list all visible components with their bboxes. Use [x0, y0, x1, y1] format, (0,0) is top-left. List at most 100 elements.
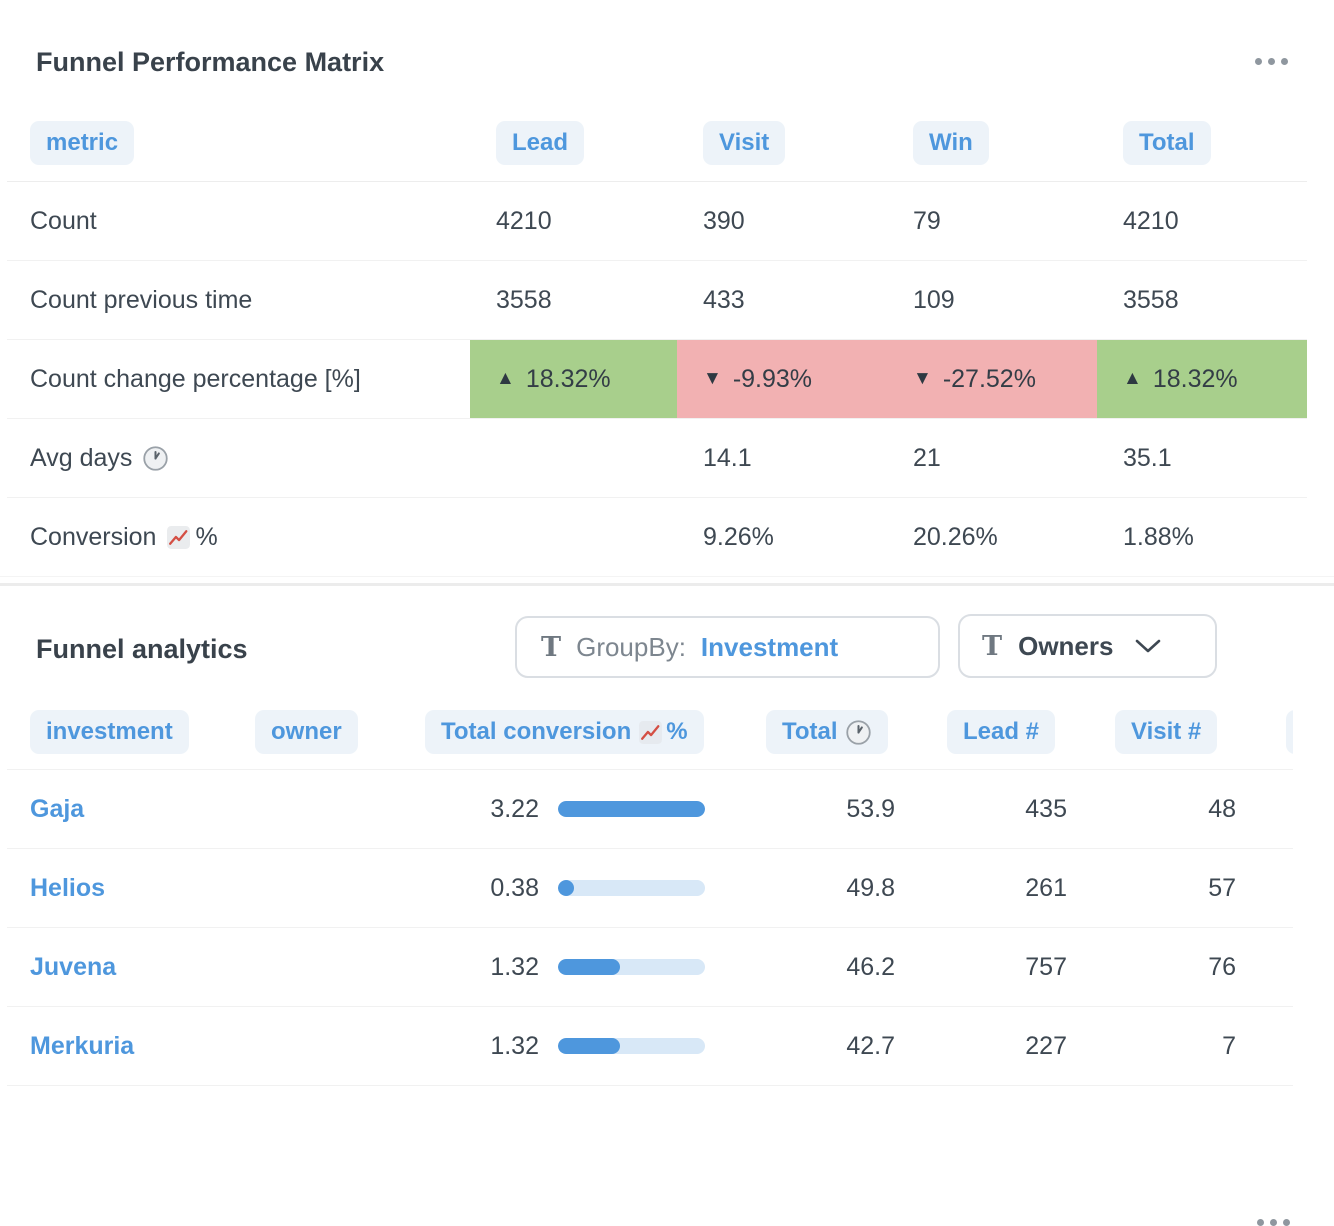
groupby-value[interactable]: Investment	[700, 631, 839, 662]
row-label-count: Count	[30, 206, 97, 235]
conversion-value: 1.32	[490, 1031, 539, 1060]
owners-dropdown[interactable]: T Owners	[958, 614, 1217, 678]
triangle-down-icon: ▼	[913, 368, 932, 389]
triangle-up-icon: ▲	[496, 368, 515, 389]
table-row: Gaja 3.22 53.9 435 48	[7, 770, 1293, 849]
column-header-clipped[interactable]	[1286, 710, 1293, 754]
table-row: Juvena 1.32 46.2 757 76	[7, 928, 1293, 1007]
change-total-value: 18.32%	[1152, 364, 1238, 393]
groupby-label: GroupBy:	[576, 631, 686, 662]
row-label-conversion-suffix: %	[195, 522, 218, 551]
conversion-value: 1.32	[490, 952, 539, 981]
total-label: Total	[782, 718, 838, 745]
conversion-value: 3.22	[490, 794, 539, 823]
matrix-card-header: Funnel Performance Matrix	[0, 0, 1334, 104]
change-win-value: -27.52%	[942, 364, 1036, 393]
column-header-visit-count[interactable]: Visit #	[1115, 710, 1218, 754]
row-label-avg-days: Avg days	[30, 443, 133, 472]
column-header-lead[interactable]: Lead	[496, 120, 585, 165]
total-value: 49.8	[846, 873, 895, 902]
investment-link[interactable]: Juvena	[30, 952, 117, 981]
chevron-down-icon	[1136, 639, 1161, 652]
count-win: 79	[913, 206, 941, 235]
table-row: Conversion % 9.26% 20.26% 1.88%	[7, 498, 1307, 576]
investment-link[interactable]: Helios	[30, 873, 106, 902]
ellipsis-icon[interactable]	[1255, 58, 1288, 65]
text-format-icon: T	[541, 631, 562, 663]
change-lead-cell: ▲ 18.32%	[470, 340, 677, 418]
conversion-bar	[545, 880, 718, 896]
change-lead-value: 18.32%	[525, 364, 611, 393]
column-header-investment[interactable]: investment	[30, 710, 189, 754]
visit-count-value: 57	[1208, 873, 1236, 902]
change-win-cell: ▼ -27.52%	[887, 340, 1097, 418]
analytics-card-header: Funnel analytics T GroupBy: Investment T…	[0, 586, 1334, 1226]
table-row: Count change percentage [%] ▲ 18.32% ▼ -…	[7, 340, 1307, 419]
triangle-up-icon: ▲	[1123, 368, 1142, 389]
change-visit-value: -9.93%	[732, 364, 813, 393]
lead-count-value: 261	[1025, 873, 1067, 902]
count-visit: 390	[703, 206, 745, 235]
funnel-performance-matrix-card: Funnel Performance Matrix metric Lead Vi…	[0, 0, 1334, 576]
change-total-cell: ▲ 18.32%	[1097, 340, 1307, 418]
lead-count-value: 227	[1025, 1031, 1067, 1060]
change-visit-cell: ▼ -9.93%	[677, 340, 887, 418]
column-header-metric[interactable]: metric	[30, 120, 135, 165]
conversion-value: 0.38	[490, 873, 539, 902]
text-format-icon: T	[982, 630, 1003, 662]
avg-days-total: 35.1	[1123, 443, 1172, 472]
row-label-count-change: Count change percentage [%]	[30, 364, 361, 393]
conversion-bar	[545, 801, 718, 817]
visit-count-value: 7	[1222, 1031, 1236, 1060]
conversion-win: 20.26%	[913, 522, 998, 551]
column-header-total[interactable]: Total	[766, 710, 888, 754]
conversion-total: 1.88%	[1123, 522, 1194, 551]
chart-up-icon	[167, 525, 191, 549]
investment-link[interactable]: Gaja	[30, 794, 85, 823]
lead-count-value: 757	[1025, 952, 1067, 981]
total-conversion-label: Total conversion	[441, 718, 632, 745]
owners-label: Owners	[1018, 630, 1114, 661]
column-header-total[interactable]: Total	[1123, 120, 1211, 165]
column-header-visit[interactable]: Visit	[703, 120, 786, 165]
count-prev-total: 3558	[1123, 285, 1179, 314]
count-lead: 4210	[496, 206, 552, 235]
column-header-lead-count[interactable]: Lead #	[947, 710, 1056, 754]
total-value: 53.9	[846, 794, 895, 823]
count-prev-lead: 3558	[496, 285, 552, 314]
conversion-visit: 9.26%	[703, 522, 774, 551]
table-row: Helios 0.38 49.8 261 57	[7, 849, 1293, 928]
column-header-win[interactable]: Win	[913, 120, 989, 165]
column-header-owner[interactable]: owner	[255, 710, 358, 754]
conversion-bar	[545, 1038, 718, 1054]
matrix-table: metric Lead Visit Win Total Count 4210 3…	[7, 104, 1307, 576]
clock-icon	[143, 445, 169, 471]
column-header-total-conversion[interactable]: Total conversion %	[425, 710, 704, 754]
avg-days-win: 21	[913, 443, 941, 472]
visit-count-value: 76	[1208, 952, 1236, 981]
ellipsis-icon[interactable]	[1257, 1219, 1290, 1226]
total-conversion-suffix: %	[666, 718, 688, 745]
analytics-title: Funnel analytics	[36, 634, 248, 664]
table-row: Count 4210 390 79 4210	[7, 182, 1307, 261]
matrix-title: Funnel Performance Matrix	[36, 46, 385, 77]
count-prev-win: 109	[913, 285, 955, 314]
row-label-conversion: Conversion	[30, 522, 157, 551]
visit-count-value: 48	[1208, 794, 1236, 823]
investment-link[interactable]: Merkuria	[30, 1031, 135, 1060]
avg-days-visit: 14.1	[703, 443, 752, 472]
analytics-header-row: investment owner Total conversion % Tota…	[0, 707, 1293, 769]
triangle-down-icon: ▼	[703, 368, 722, 389]
total-value: 42.7	[846, 1031, 895, 1060]
groupby-field[interactable]: T GroupBy: Investment	[515, 616, 940, 678]
analytics-table: Gaja 3.22 53.9 435 48 Helios 0.38 49.8 2…	[7, 769, 1293, 1086]
row-label-count-previous: Count previous time	[30, 285, 253, 314]
conversion-bar	[545, 959, 718, 975]
matrix-header-row: metric Lead Visit Win Total	[7, 104, 1307, 182]
count-total: 4210	[1123, 206, 1179, 235]
table-row: Count previous time 3558 433 109 3558	[7, 261, 1307, 340]
table-row: Avg days 14.1 21 35.1	[7, 419, 1307, 498]
section-divider	[0, 576, 1334, 586]
chart-up-icon	[639, 720, 663, 744]
total-value: 46.2	[846, 952, 895, 981]
